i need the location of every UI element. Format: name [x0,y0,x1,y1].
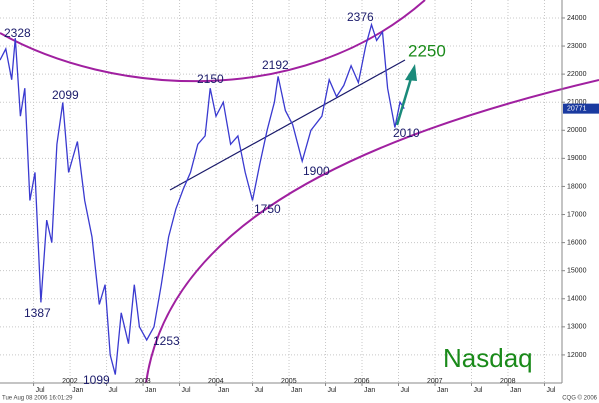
last-price-label: 20771 [567,105,587,112]
x-year-label: 2003 [135,378,151,385]
annotation: 2099 [52,88,79,102]
last-price-box [563,103,599,114]
lower-arc [145,79,599,384]
annotation: 1253 [153,334,180,348]
arrow-head [405,64,417,81]
y-tick-label: 14000 [567,296,587,303]
x-tick-label: Jul [36,387,45,394]
annotation: 1099 [83,373,110,387]
x-year-label: 2008 [500,378,516,385]
x-tick-label: Jan [510,387,521,394]
x-tick-label: Jul [182,387,191,394]
x-tick-label: Jan [364,387,375,394]
y-tick-label: 20000 [567,127,587,134]
footer-left: Tue Aug 08 2006 16:01:29 [2,396,73,402]
price-line [0,22,405,375]
x-tick-label: Jul [401,387,410,394]
x-tick-label: Jul [473,387,482,394]
x-year-label: 2007 [427,378,443,385]
y-tick-label: 19000 [567,155,587,162]
annotation: 2010 [393,126,420,140]
x-tick-label: Jan [145,387,156,394]
x-year-label: 2002 [62,378,78,385]
plot [0,22,405,375]
annotation: 1750 [254,202,281,216]
annotation: 2328 [4,26,31,40]
y-tick-label: 13000 [567,324,587,331]
annotation: 1900 [303,164,330,178]
y-tick-label: 16000 [567,239,587,246]
x-tick-label: Jan [437,387,448,394]
x-tick-label: Jan [291,387,302,394]
x-tick-label: Jul [546,387,555,394]
annotation: 2376 [347,10,374,24]
y-tick-label: 12000 [567,352,587,359]
trend-line [169,59,406,191]
x-tick-label: Jan [218,387,229,394]
grid [0,0,562,383]
y-tick-label: 17000 [567,211,587,218]
annotation: 2250 [408,41,446,60]
x-year-label: 2006 [354,378,370,385]
y-tick-label: 23000 [567,43,587,50]
y-tick-label: 22000 [567,71,587,78]
x-year-label: 2004 [208,378,224,385]
annotation: 2150 [197,72,224,86]
footer-right: CQG © 2006 [562,395,597,402]
upper-arc [0,0,426,83]
y-tick-label: 21000 [567,99,587,106]
x-tick-label: Jul [255,387,264,394]
labels: 12000 13000 14000 15000 16000 17000 18000 19000… [4,10,599,394]
x-tick-label: Jul [109,387,118,394]
x-tick-label: Jan [72,387,83,394]
arrow-shaft [395,74,414,126]
y-tick-label: 24000 [567,15,587,22]
y-tick-label: 15000 [567,268,587,275]
annotation: Nasdaq [443,343,533,373]
annotation: 2192 [262,58,289,72]
x-year-label: 2005 [281,378,297,385]
x-tick-label: Jul [328,387,337,394]
annotation: 1387 [24,306,51,320]
y-tick-label: 18000 [567,183,587,190]
